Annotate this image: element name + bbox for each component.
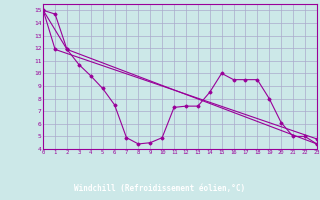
Text: Windchill (Refroidissement éolien,°C): Windchill (Refroidissement éolien,°C) (75, 184, 245, 193)
